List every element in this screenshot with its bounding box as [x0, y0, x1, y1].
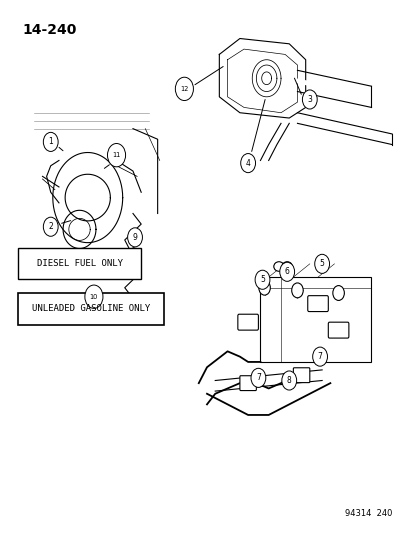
Text: 2: 2: [48, 222, 53, 231]
Circle shape: [240, 154, 255, 173]
Text: DIESEL FUEL ONLY: DIESEL FUEL ONLY: [36, 260, 122, 268]
FancyBboxPatch shape: [18, 293, 164, 325]
Circle shape: [291, 283, 302, 298]
Text: 1: 1: [48, 138, 53, 147]
Text: 6: 6: [284, 268, 289, 276]
Circle shape: [175, 77, 193, 101]
Text: 5: 5: [259, 275, 264, 284]
Circle shape: [281, 371, 296, 390]
FancyBboxPatch shape: [260, 277, 370, 362]
FancyBboxPatch shape: [328, 322, 348, 338]
Circle shape: [258, 280, 270, 295]
Circle shape: [85, 285, 103, 309]
Circle shape: [314, 254, 329, 273]
Circle shape: [107, 143, 125, 167]
Text: 5: 5: [319, 260, 324, 268]
Ellipse shape: [281, 262, 292, 271]
Text: 12: 12: [180, 86, 188, 92]
Circle shape: [43, 132, 58, 151]
Text: 14-240: 14-240: [22, 22, 76, 37]
Ellipse shape: [273, 262, 283, 271]
Circle shape: [279, 262, 294, 281]
Circle shape: [312, 347, 327, 366]
FancyBboxPatch shape: [237, 314, 258, 330]
Circle shape: [301, 90, 316, 109]
Text: 94314  240: 94314 240: [344, 510, 391, 519]
Circle shape: [43, 217, 58, 236]
FancyBboxPatch shape: [239, 376, 256, 391]
Text: 4: 4: [245, 159, 250, 167]
Text: 9: 9: [132, 233, 137, 242]
Text: 11: 11: [112, 152, 120, 158]
Text: 7: 7: [255, 373, 260, 382]
Circle shape: [254, 270, 269, 289]
Text: 10: 10: [90, 294, 98, 300]
FancyBboxPatch shape: [307, 296, 328, 312]
FancyBboxPatch shape: [293, 368, 309, 383]
Text: 7: 7: [317, 352, 322, 361]
Text: UNLEADED GASOLINE ONLY: UNLEADED GASOLINE ONLY: [32, 304, 150, 313]
Text: 3: 3: [306, 95, 311, 104]
Circle shape: [332, 286, 344, 301]
Circle shape: [127, 228, 142, 247]
Circle shape: [250, 368, 265, 387]
FancyBboxPatch shape: [18, 248, 141, 279]
Text: 8: 8: [286, 376, 291, 385]
